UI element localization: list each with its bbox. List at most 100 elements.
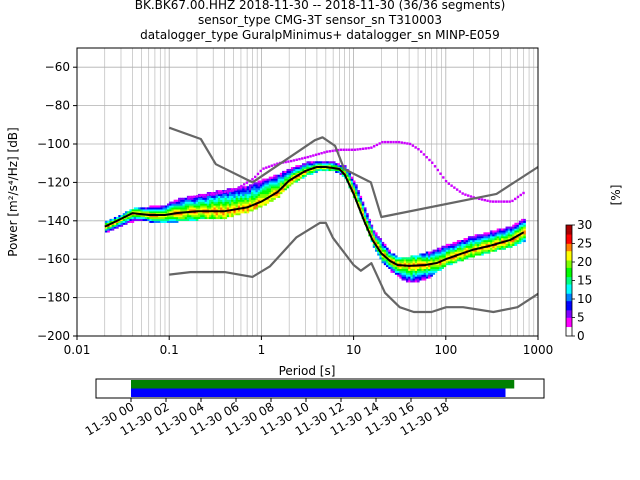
sparse-trace-cell — [312, 154, 315, 157]
density-cell — [209, 216, 212, 220]
density-cell — [275, 174, 279, 177]
sparse-trace-cell — [303, 156, 307, 160]
density-cell — [374, 240, 378, 243]
density-cell — [487, 236, 491, 239]
density-cell — [160, 205, 163, 208]
density-cell — [509, 226, 513, 229]
sparse-trace-cell — [220, 191, 224, 194]
density-cell — [394, 261, 398, 264]
colorbar-segment — [566, 260, 572, 263]
sparse-trace-cell — [226, 190, 229, 193]
density-cell — [158, 218, 161, 221]
density-cell — [405, 272, 409, 275]
density-cell — [412, 268, 416, 271]
sparse-trace-cell — [245, 181, 249, 184]
density-cell — [432, 268, 436, 271]
density-cell — [441, 251, 444, 254]
sparse-trace-cell — [469, 195, 473, 198]
density-cell — [240, 197, 243, 200]
density-cell — [189, 205, 192, 208]
density-cell — [138, 218, 141, 221]
density-cell — [321, 167, 325, 170]
density-cell — [496, 238, 500, 241]
density-cell — [217, 215, 221, 218]
density-cell — [417, 263, 420, 266]
density-cell — [428, 251, 431, 254]
density-cell — [467, 240, 471, 243]
sparse-trace-cell — [516, 195, 520, 199]
density-cell — [220, 190, 223, 193]
density-cell — [224, 215, 228, 218]
density-cell — [492, 240, 495, 243]
density-cell — [244, 190, 248, 193]
density-cell — [222, 207, 225, 210]
density-cell — [321, 168, 325, 172]
density-cell — [233, 201, 236, 204]
density-cell — [124, 222, 128, 225]
density-cell — [503, 228, 506, 231]
density-cell — [270, 192, 274, 195]
density-cell — [412, 274, 416, 277]
x-axis: 0.01 0.1 1 10 100 1000 — [64, 336, 553, 357]
density-cell — [443, 264, 447, 268]
density-cell — [209, 195, 212, 198]
colorbar-tick-label: 0 — [577, 329, 585, 343]
density-cell — [153, 209, 157, 212]
density-cell — [470, 251, 473, 254]
density-cell — [465, 240, 469, 243]
density-cell — [259, 195, 263, 198]
density-cell — [175, 203, 179, 206]
density-cell — [308, 163, 312, 166]
density-cell — [372, 236, 376, 239]
density-cell — [374, 241, 378, 245]
density-cell — [518, 236, 522, 239]
density-cell — [213, 195, 217, 198]
density-cell — [197, 213, 201, 216]
density-cell — [456, 240, 460, 243]
density-cell — [251, 197, 254, 200]
density-cell — [306, 172, 309, 175]
density-cell — [158, 207, 161, 210]
density-cell — [425, 261, 429, 264]
density-cell — [432, 257, 436, 260]
density-cell — [465, 238, 469, 241]
density-cell — [514, 243, 517, 246]
density-cell — [107, 220, 110, 223]
density-cell — [401, 263, 405, 266]
density-cell — [408, 266, 411, 269]
density-cell — [147, 218, 150, 221]
density-cell — [439, 251, 442, 254]
sparse-trace-cell — [298, 157, 301, 161]
density-cell — [242, 209, 245, 212]
density-cell — [505, 245, 509, 248]
density-cell — [319, 168, 323, 172]
density-cell — [120, 224, 124, 227]
density-cell — [467, 255, 471, 258]
density-cell — [512, 234, 515, 237]
density-cell — [275, 184, 279, 187]
density-cell — [162, 218, 166, 221]
colorbar-segment — [566, 330, 572, 333]
density-cell — [383, 251, 387, 254]
density-cell — [414, 257, 418, 260]
density-cell — [251, 188, 254, 191]
density-cell — [217, 195, 221, 198]
density-cell — [184, 199, 188, 202]
sparse-trace-cell — [442, 176, 445, 179]
density-cell — [417, 280, 420, 283]
density-cell — [421, 257, 425, 260]
density-cell — [248, 197, 252, 200]
noise-model-high-line — [168, 126, 538, 219]
density-cell — [197, 205, 201, 208]
density-cell — [516, 230, 520, 233]
density-cell — [463, 257, 467, 260]
x-tick-label: 0.01 — [64, 343, 91, 357]
density-cell — [226, 188, 230, 191]
density-cell — [481, 236, 484, 239]
density-cell — [133, 211, 137, 214]
density-cell — [262, 197, 265, 200]
x-axis-label: Period [s] — [279, 364, 336, 378]
density-cell — [129, 220, 132, 223]
density-cell — [516, 222, 520, 225]
colorbar-segment — [566, 232, 572, 235]
